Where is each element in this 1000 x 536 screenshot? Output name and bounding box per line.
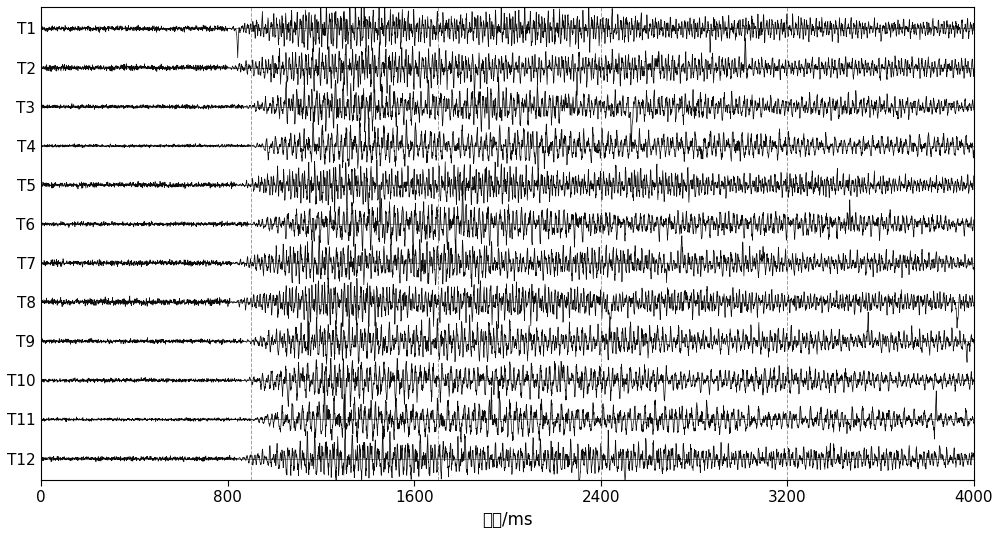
X-axis label: 时间/ms: 时间/ms bbox=[482, 511, 533, 529]
